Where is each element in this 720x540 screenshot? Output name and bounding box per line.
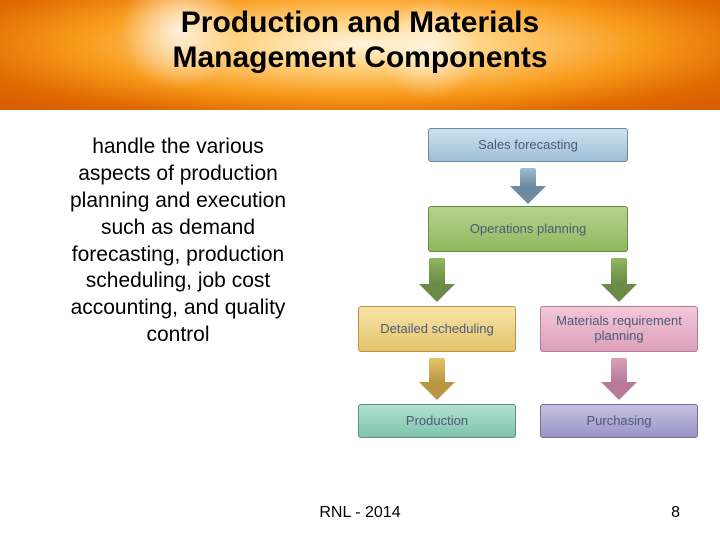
flowchart-diagram: Sales forecasting Operations planning Deta… (358, 128, 698, 448)
arrow-a2 (419, 258, 455, 302)
footer-center: RNL - 2014 (0, 504, 720, 522)
slide: Production and Materials Management Comp… (0, 0, 720, 540)
node-purch: Purchasing (540, 404, 698, 438)
node-ops: Operations planning (428, 206, 628, 252)
node-sched: Detailed scheduling (358, 306, 516, 352)
node-prod: Production (358, 404, 516, 438)
page-number: 8 (671, 504, 680, 522)
arrow-a4 (419, 358, 455, 400)
body-text: handle the various aspects of production… (58, 134, 298, 349)
arrow-a3 (601, 258, 637, 302)
arrow-a5 (601, 358, 637, 400)
arrow-a1 (510, 168, 546, 204)
slide-title: Production and Materials Management Comp… (0, 6, 720, 75)
node-mrp: Materials requirement planning (540, 306, 698, 352)
node-sales: Sales forecasting (428, 128, 628, 162)
title-line-2: Management Components (172, 41, 547, 74)
title-line-1: Production and Materials (181, 6, 539, 39)
